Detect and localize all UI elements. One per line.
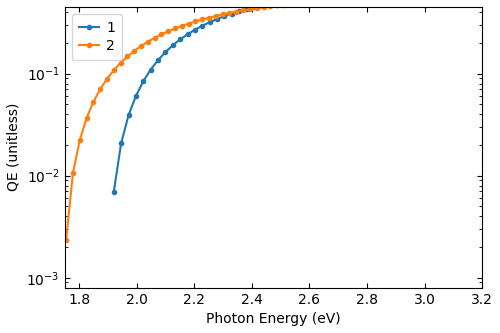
1 bbox=[148, 68, 154, 72]
1 bbox=[192, 28, 198, 32]
1 bbox=[200, 24, 205, 28]
1 bbox=[170, 43, 176, 47]
2 bbox=[131, 49, 137, 53]
1 bbox=[140, 79, 146, 83]
1 bbox=[288, 0, 294, 1]
1 bbox=[162, 50, 168, 54]
1 bbox=[280, 0, 286, 3]
1 bbox=[229, 12, 235, 16]
Line: 2: 2 bbox=[64, 0, 470, 242]
Y-axis label: QE (unitless): QE (unitless) bbox=[7, 103, 21, 191]
Legend: 1, 2: 1, 2 bbox=[72, 14, 122, 60]
1 bbox=[118, 141, 124, 145]
1 bbox=[133, 94, 139, 98]
1 bbox=[222, 14, 228, 18]
1 bbox=[214, 17, 220, 21]
1 bbox=[266, 2, 272, 6]
X-axis label: Photon Energy (eV): Photon Energy (eV) bbox=[206, 312, 340, 326]
1 bbox=[244, 7, 250, 11]
2 bbox=[192, 19, 198, 23]
1 bbox=[258, 3, 264, 7]
1 bbox=[177, 38, 183, 42]
1 bbox=[184, 32, 190, 36]
2 bbox=[63, 238, 69, 242]
Line: 1: 1 bbox=[112, 0, 470, 194]
1 bbox=[155, 58, 161, 62]
2 bbox=[179, 24, 185, 28]
1 bbox=[111, 190, 117, 194]
1 bbox=[273, 0, 279, 4]
2 bbox=[199, 17, 205, 21]
2 bbox=[165, 29, 171, 33]
1 bbox=[236, 9, 242, 13]
1 bbox=[126, 113, 132, 117]
1 bbox=[206, 20, 212, 24]
1 bbox=[251, 5, 257, 9]
2 bbox=[315, 0, 321, 3]
